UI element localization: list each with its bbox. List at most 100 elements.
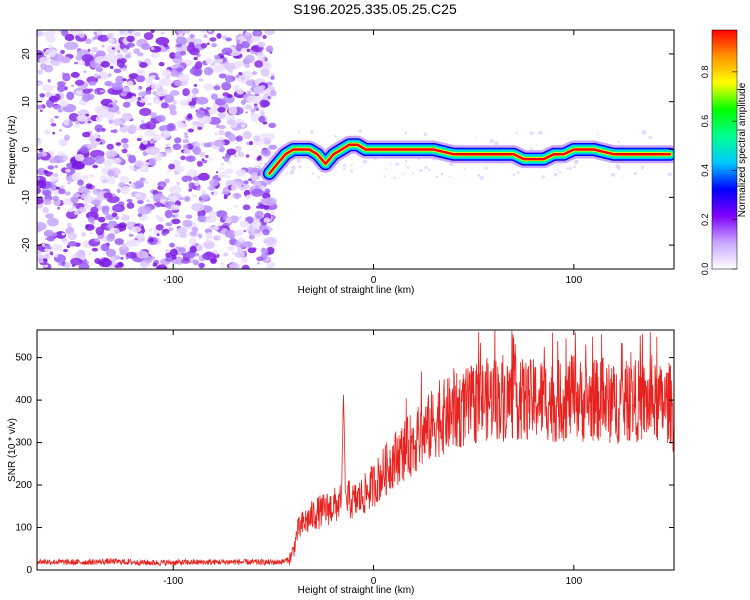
noise-speckle	[64, 262, 71, 268]
noise-speckle	[50, 123, 57, 127]
noise-speckle	[137, 96, 142, 101]
noise-speckle	[158, 216, 164, 223]
noise-speckle	[395, 162, 399, 166]
noise-speckle	[406, 166, 410, 169]
noise-speckle	[182, 244, 187, 249]
noise-speckle	[225, 75, 233, 84]
snr-panel: -100 0 100 0 100 200 300 400 500 Height of strai…	[7, 329, 675, 596]
noise-speckle	[440, 172, 444, 176]
noise-speckle	[211, 191, 214, 195]
heatmap-y-tick-label: 10	[21, 96, 32, 108]
noise-speckle	[50, 96, 59, 103]
noise-speckle	[70, 196, 79, 204]
snr-background	[37, 330, 674, 570]
noise-speckle	[239, 220, 249, 228]
noise-speckle	[60, 56, 71, 64]
noise-speckle	[558, 171, 562, 174]
noise-speckle	[423, 132, 428, 136]
heatmap-x-tick-label: 100	[565, 275, 582, 286]
noise-speckle	[298, 165, 302, 169]
noise-speckle	[139, 223, 143, 227]
noise-speckle	[57, 84, 66, 92]
noise-speckle	[81, 156, 96, 166]
colorbar-tick-label: 0.4	[700, 164, 710, 177]
noise-speckle	[94, 124, 104, 133]
noise-speckle	[75, 90, 83, 96]
noise-speckle	[66, 91, 75, 101]
noise-speckle	[192, 259, 199, 266]
noise-speckle	[139, 62, 148, 68]
noise-speckle	[136, 250, 149, 259]
noise-speckle	[310, 130, 314, 134]
noise-speckle	[113, 118, 123, 126]
noise-speckle	[43, 229, 55, 237]
noise-speckle	[159, 198, 167, 204]
noise-speckle	[253, 103, 258, 107]
noise-speckle	[541, 175, 545, 179]
noise-speckle	[101, 206, 110, 215]
noise-speckle	[108, 104, 114, 108]
noise-speckle	[516, 132, 518, 135]
noise-speckle	[187, 169, 199, 178]
noise-speckle	[448, 175, 451, 178]
noise-speckle	[244, 63, 251, 68]
noise-speckle	[136, 52, 144, 57]
noise-speckle	[161, 69, 172, 77]
noise-speckle	[268, 144, 278, 150]
heatmap-ridge	[260, 135, 674, 183]
noise-speckle	[201, 189, 207, 195]
noise-speckle	[404, 131, 408, 135]
noise-speckle	[204, 228, 212, 234]
noise-speckle	[88, 174, 95, 178]
noise-speckle	[68, 241, 78, 247]
noise-speckle	[251, 220, 262, 229]
noise-speckle	[136, 137, 142, 142]
noise-speckle	[62, 155, 69, 162]
noise-speckle	[76, 114, 88, 122]
noise-speckle	[214, 132, 218, 135]
noise-speckle	[205, 232, 213, 240]
snr-y-tick-label: 200	[15, 480, 32, 491]
noise-speckle	[114, 229, 119, 234]
noise-speckle	[180, 155, 186, 161]
noise-speckle	[512, 173, 516, 176]
noise-speckle	[246, 194, 253, 199]
noise-speckle	[250, 188, 264, 197]
noise-speckle	[206, 214, 217, 223]
noise-speckle	[203, 66, 214, 76]
noise-speckle	[222, 35, 227, 40]
noise-speckle	[633, 171, 637, 176]
noise-speckle	[232, 192, 242, 199]
noise-speckle	[49, 158, 57, 164]
noise-speckle	[297, 130, 300, 133]
noise-speckle	[139, 123, 151, 130]
noise-speckle	[54, 115, 59, 119]
noise-speckle	[197, 215, 207, 222]
noise-speckle	[90, 48, 94, 52]
noise-speckle	[205, 238, 210, 244]
noise-speckle	[185, 155, 196, 162]
noise-speckle	[244, 31, 250, 36]
noise-speckle	[72, 193, 81, 198]
noise-speckle	[202, 159, 208, 164]
noise-speckle	[65, 168, 71, 173]
noise-speckle	[164, 209, 173, 219]
noise-speckle	[553, 172, 558, 177]
noise-speckle	[92, 164, 98, 169]
noise-speckle	[126, 198, 133, 203]
colorbar-tick-label: 0.2	[700, 213, 710, 226]
noise-speckle	[142, 93, 145, 96]
noise-speckle	[255, 205, 261, 209]
noise-speckle	[209, 179, 219, 187]
noise-speckle	[107, 170, 115, 177]
noise-speckle	[128, 124, 138, 133]
noise-speckle	[64, 33, 75, 42]
noise-speckle	[145, 146, 160, 156]
noise-speckle	[266, 133, 275, 140]
noise-speckle	[171, 218, 181, 225]
noise-speckle	[164, 266, 168, 269]
noise-speckle	[45, 91, 52, 98]
noise-speckle	[194, 181, 200, 187]
noise-speckle	[174, 165, 185, 172]
noise-speckle	[419, 168, 423, 173]
